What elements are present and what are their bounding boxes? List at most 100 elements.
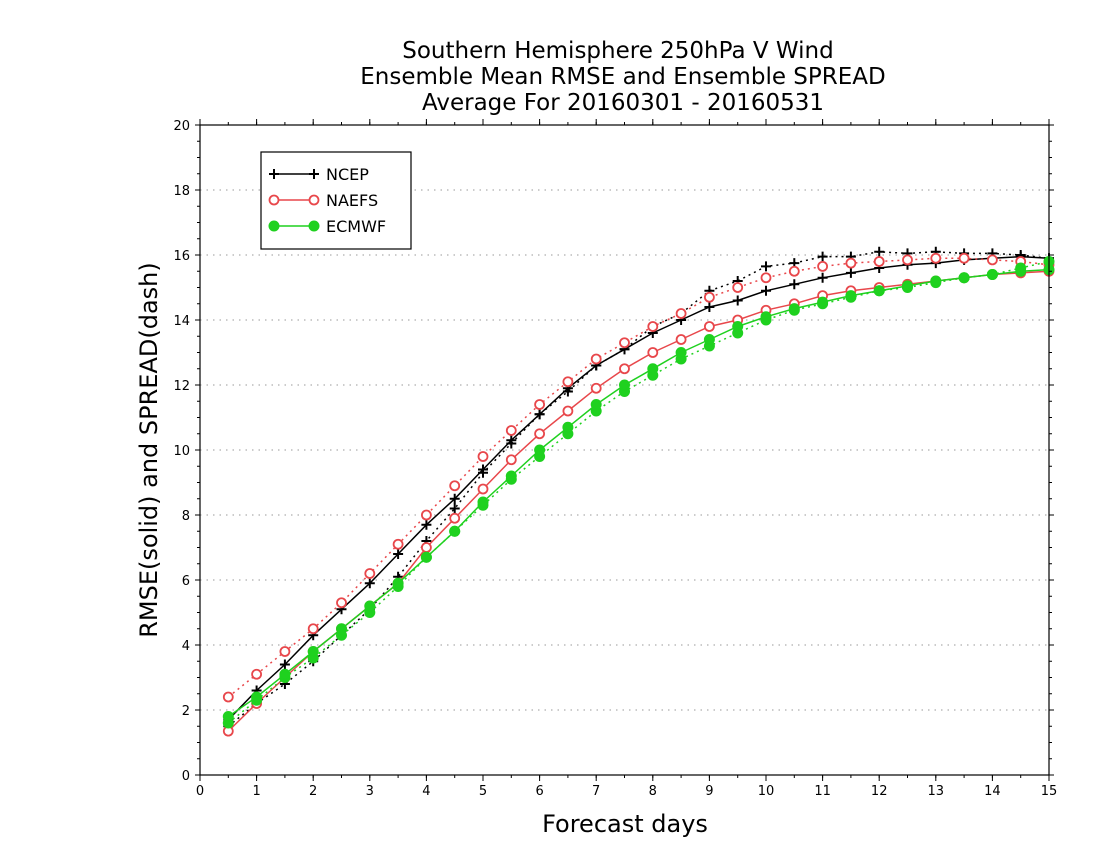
rmse-point [562, 421, 574, 433]
y-tick-label: 12 [173, 379, 190, 394]
y-tick-label: 18 [173, 184, 190, 199]
y-tick-label: 8 [182, 509, 190, 524]
x-tick-label: 4 [422, 784, 430, 799]
x-axis-label: Forecast days [542, 810, 708, 838]
rmse-point [364, 600, 376, 612]
rmse-point [393, 549, 404, 559]
legend-marker [269, 169, 279, 179]
rmse-point [675, 347, 687, 358]
rmse-point [449, 512, 461, 524]
rmse-point [845, 290, 857, 302]
rmse-point [477, 483, 489, 495]
y-tick-label: 14 [173, 314, 190, 329]
rmse-point [420, 551, 432, 563]
rmse-point [647, 363, 659, 375]
legend-item-ecmwf: ECMWF [268, 217, 386, 236]
spread-point [958, 252, 970, 264]
spread-point [562, 376, 574, 388]
y-tick-label: 6 [182, 574, 190, 589]
legend-marker [268, 194, 280, 206]
legend-marker [308, 194, 320, 206]
spread-point [987, 254, 998, 266]
spread-point [505, 425, 517, 436]
legend-item-naefs: NAEFS [268, 191, 378, 210]
y-tick-label: 20 [173, 119, 190, 134]
y-tick-label: 2 [182, 704, 190, 719]
chart-title: Southern Hemisphere 250hPa V Wind Ensemb… [360, 38, 885, 116]
spread-point [279, 646, 291, 657]
rmse-point [307, 646, 319, 657]
x-tick-label: 3 [366, 784, 374, 799]
rmse-point [732, 295, 743, 306]
spread-point [761, 261, 771, 272]
series-ncep [223, 246, 1054, 732]
rmse-point [336, 623, 347, 635]
spread-point [760, 272, 772, 284]
legend-label: NCEP [326, 165, 369, 184]
spread-point [845, 257, 857, 269]
x-tick-label: 14 [984, 784, 1001, 799]
spread-point [647, 321, 659, 332]
rmse-point [534, 409, 545, 420]
rmse-point [420, 542, 432, 553]
x-tick-label: 13 [928, 784, 945, 799]
y-tick-label: 10 [173, 444, 190, 459]
rmse-point [845, 267, 856, 278]
rmse-point [958, 272, 970, 284]
rmse-point [279, 668, 291, 680]
x-tick-label: 9 [705, 784, 713, 799]
gridlines [200, 189, 1049, 711]
x-tick-label: 2 [309, 784, 317, 799]
rmse-point [675, 334, 687, 345]
x-tick-label: 10 [758, 784, 775, 799]
legend-label: ECMWF [326, 217, 386, 236]
rmse-point [251, 691, 263, 703]
x-tick-label: 7 [592, 784, 600, 799]
spread-point [873, 256, 885, 267]
y-axis: 0 2 4 6 8 10 12 14 16 18 20 [173, 119, 1054, 784]
spread-point [392, 538, 404, 550]
spread-point [420, 509, 432, 521]
y-tick-label: 0 [182, 769, 190, 784]
rmse-point [590, 399, 602, 410]
rmse-point [562, 405, 574, 417]
legend-marker [308, 220, 320, 232]
x-tick-label: 1 [252, 784, 260, 799]
rmse-point [449, 493, 460, 504]
x-tick-label: 8 [649, 784, 657, 799]
rmse-point [930, 275, 942, 287]
spread-point [902, 254, 913, 266]
chart-title-line-3: Average For 20160301 - 20160531 [422, 90, 824, 116]
x-axis: 0 1 2 3 4 5 6 7 8 9 10 11 12 13 14 15 [196, 119, 1057, 799]
x-tick-label: 0 [196, 784, 204, 799]
spread-line-ecmwf [227, 260, 1050, 724]
legend-marker [268, 220, 280, 232]
spread-point [930, 252, 942, 264]
spread-point [222, 691, 234, 703]
rmse-point [590, 382, 602, 394]
rmse-point [817, 272, 828, 283]
spread-point [619, 337, 630, 349]
rmse-point [761, 285, 771, 296]
rmse-point [619, 379, 630, 391]
spread-point [704, 291, 715, 303]
rmse-point [506, 435, 517, 446]
spread-point [817, 251, 828, 262]
rmse-point [421, 519, 432, 530]
rmse-point [788, 303, 800, 315]
rmse-point [279, 659, 290, 670]
spread-point [817, 260, 828, 272]
x-tick-label: 6 [535, 784, 543, 799]
rmse-point [478, 464, 488, 475]
rmse-point [760, 311, 772, 323]
rmse-point [986, 269, 998, 280]
x-tick-label: 15 [1041, 784, 1058, 799]
rmse-point [1015, 265, 1027, 277]
spread-point [336, 597, 347, 609]
rmse-point [477, 496, 489, 508]
spread-point [590, 353, 602, 365]
x-tick-label: 11 [814, 784, 831, 799]
rmse-point [704, 321, 715, 332]
spread-point [449, 480, 461, 492]
